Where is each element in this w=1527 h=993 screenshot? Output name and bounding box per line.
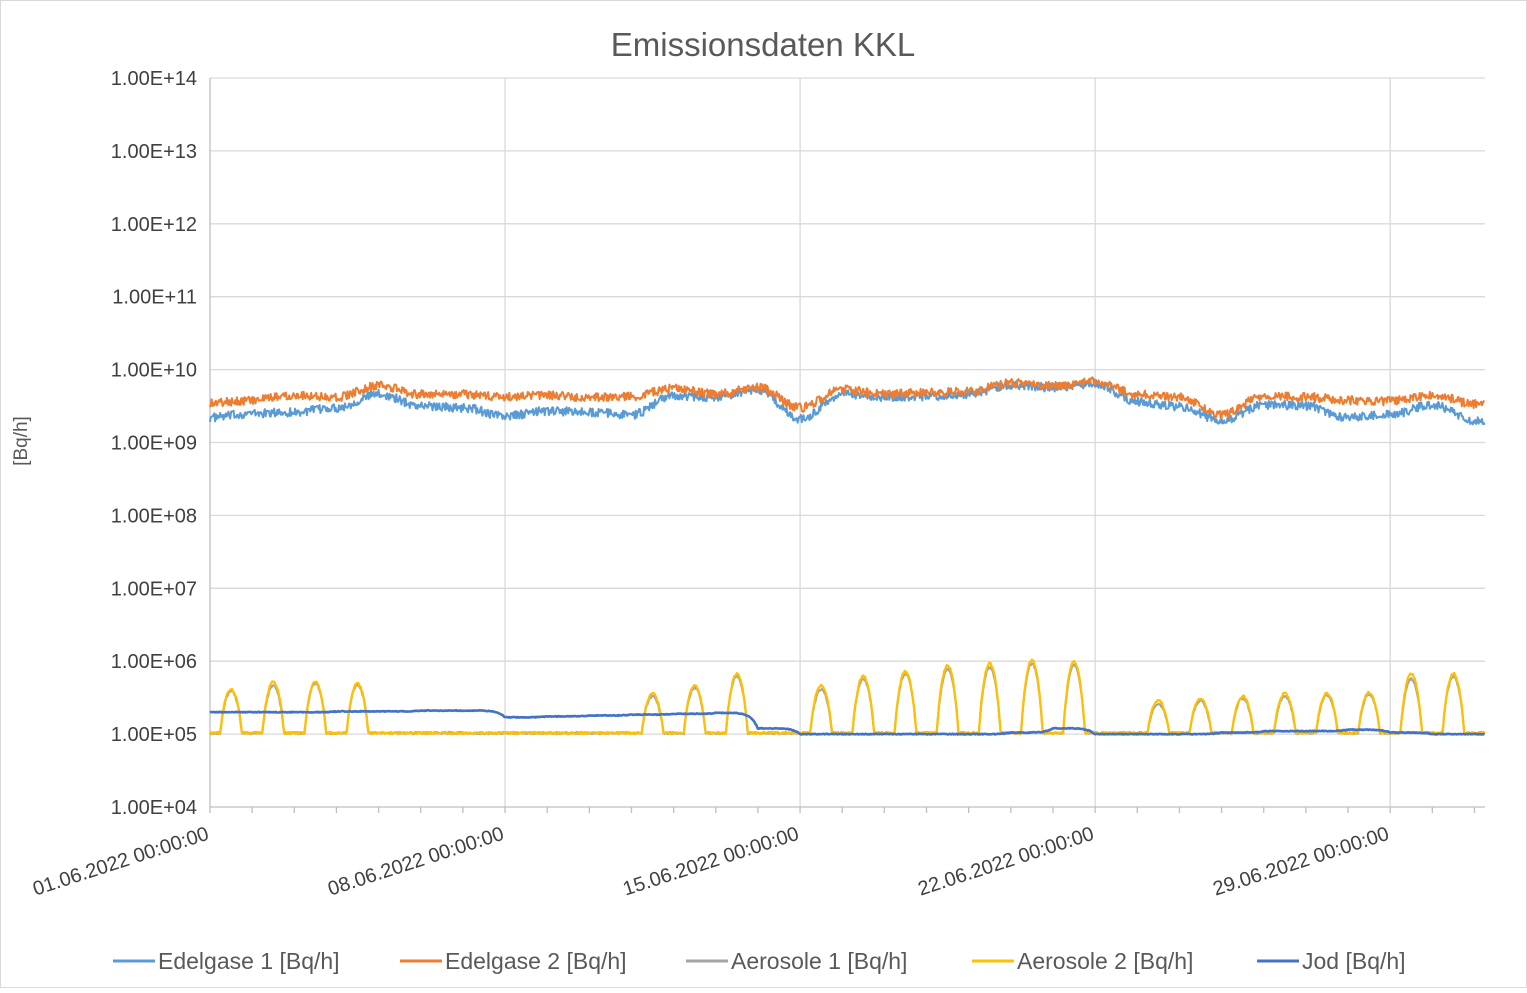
y-tick-label: 1.00E+07 <box>111 578 197 600</box>
y-tick-label: 1.00E+12 <box>111 214 197 236</box>
series-line-edelgase-2 <box>209 376 1485 420</box>
y-tick-label: 1.00E+04 <box>111 797 197 819</box>
legend-label-aerosole-2: Aerosole 2 [Bq/h] <box>1017 948 1193 974</box>
legend-label-edelgase-2: Edelgase 2 [Bq/h] <box>445 948 627 974</box>
y-tick-labels: 1.00E+04 1.00E+05 1.00E+06 1.00E+07 1.00E+08… <box>111 68 197 819</box>
y-tick-label: 1.00E+13 <box>111 141 197 163</box>
y-tick-label: 1.00E+10 <box>111 360 197 382</box>
legend-label-jod: Jod [Bq/h] <box>1302 948 1406 974</box>
y-axis-label: [Bq/h] <box>11 416 32 466</box>
x-gridlines <box>504 78 1391 807</box>
y-tick-label: 1.00E+14 <box>111 68 197 90</box>
y-tick-label: 1.00E+09 <box>111 433 197 455</box>
legend: Edelgase 1 [Bq/h] Edelgase 2 [Bq/h] Aeroso… <box>113 948 1406 974</box>
y-tick-label: 1.00E+05 <box>111 724 197 746</box>
axes <box>209 78 1485 813</box>
chart-title: Emissionsdaten KKL <box>611 26 916 63</box>
legend-label-edelgase-1: Edelgase 1 [Bq/h] <box>158 948 340 974</box>
y-tick-label: 1.00E+08 <box>111 505 197 527</box>
series-line-edelgase-1 <box>209 378 1486 426</box>
series-lines <box>208 376 1486 736</box>
series-line-jod <box>209 708 1486 736</box>
legend-label-aerosole-1: Aerosole 1 [Bq/h] <box>731 948 907 974</box>
y-tick-label: 1.00E+11 <box>112 287 197 309</box>
y-tick-label: 1.00E+06 <box>111 651 197 673</box>
